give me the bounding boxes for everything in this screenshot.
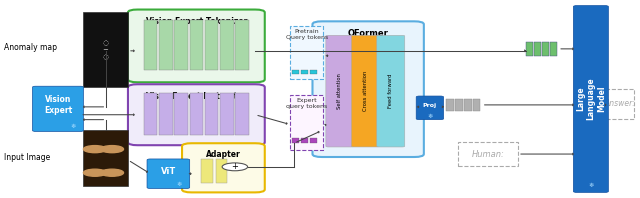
FancyBboxPatch shape <box>326 35 354 147</box>
FancyBboxPatch shape <box>147 159 189 188</box>
Bar <box>464 99 472 111</box>
Bar <box>220 93 234 135</box>
Bar <box>83 130 128 186</box>
Bar <box>236 93 249 135</box>
Bar <box>236 20 249 70</box>
Bar <box>310 138 317 143</box>
FancyBboxPatch shape <box>33 86 83 131</box>
Bar <box>301 138 308 143</box>
Text: ❄: ❄ <box>428 114 433 119</box>
FancyBboxPatch shape <box>573 6 609 192</box>
Text: ❄: ❄ <box>588 183 593 188</box>
Text: Feed forward: Feed forward <box>388 74 393 108</box>
Bar <box>175 93 188 135</box>
Bar <box>550 42 557 56</box>
Text: Input Image: Input Image <box>4 153 50 163</box>
Circle shape <box>100 169 124 176</box>
Text: ViT: ViT <box>161 167 176 176</box>
Text: Adapter: Adapter <box>206 150 241 159</box>
Bar <box>189 20 203 70</box>
Bar <box>290 95 323 150</box>
Bar <box>446 99 454 111</box>
FancyBboxPatch shape <box>312 21 424 157</box>
FancyBboxPatch shape <box>128 10 265 82</box>
Text: Vision
Expert: Vision Expert <box>44 95 72 115</box>
Bar <box>292 138 299 143</box>
Text: ❄: ❄ <box>70 124 76 129</box>
Circle shape <box>83 169 106 176</box>
Bar <box>144 20 157 70</box>
Bar <box>290 26 323 79</box>
Bar <box>216 159 227 183</box>
Bar <box>458 142 518 166</box>
Bar <box>542 42 549 56</box>
Text: Vision Expert Tokenizer: Vision Expert Tokenizer <box>146 17 247 26</box>
Text: Answer:: Answer: <box>605 99 636 109</box>
Bar <box>292 69 299 74</box>
Text: QFormer: QFormer <box>348 29 388 38</box>
Bar <box>201 159 212 183</box>
Bar <box>525 42 532 56</box>
Text: Proj: Proj <box>423 103 437 108</box>
Text: Expert
query tokens: Expert query tokens <box>286 98 328 109</box>
FancyBboxPatch shape <box>351 35 380 147</box>
Circle shape <box>83 146 106 153</box>
Bar <box>473 99 481 111</box>
Bar <box>159 93 173 135</box>
Bar <box>534 42 541 56</box>
Bar <box>159 20 173 70</box>
FancyBboxPatch shape <box>377 35 404 147</box>
Text: Pretrain
Query tokens: Pretrain Query tokens <box>285 29 328 40</box>
Bar <box>455 99 463 111</box>
Bar <box>220 20 234 70</box>
Bar <box>205 93 218 135</box>
Bar <box>301 69 308 74</box>
Text: Human:: Human: <box>471 149 504 159</box>
Bar <box>607 89 634 119</box>
FancyBboxPatch shape <box>128 84 265 145</box>
Bar <box>144 93 157 135</box>
FancyBboxPatch shape <box>182 143 265 192</box>
Text: ❄: ❄ <box>176 182 182 187</box>
FancyBboxPatch shape <box>416 96 444 120</box>
Text: Self attention: Self attention <box>337 73 342 109</box>
Bar <box>189 93 203 135</box>
Text: Cross attention: Cross attention <box>363 71 368 111</box>
Circle shape <box>222 163 248 171</box>
Bar <box>310 69 317 74</box>
Bar <box>83 12 128 87</box>
Text: Large
Language
Model: Large Language Model <box>576 78 606 120</box>
Bar <box>175 20 188 70</box>
Circle shape <box>100 146 124 153</box>
Text: +: + <box>232 162 238 171</box>
Text: ◌
~
◌: ◌ ~ ◌ <box>102 40 109 60</box>
Text: Anomaly map: Anomaly map <box>4 43 57 52</box>
Bar <box>205 20 218 70</box>
Text: Vison Expert Instructor: Vison Expert Instructor <box>146 92 246 101</box>
